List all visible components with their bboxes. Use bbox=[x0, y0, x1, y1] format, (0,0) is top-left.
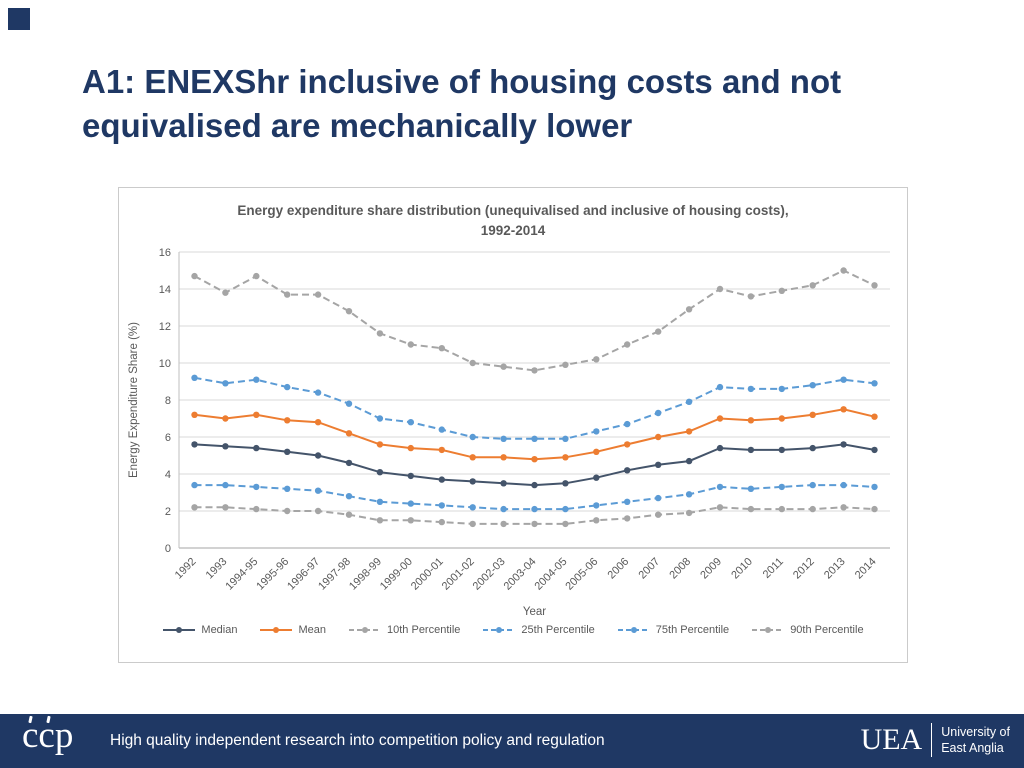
legend-marker bbox=[163, 626, 196, 633]
svg-text:2002-03: 2002-03 bbox=[471, 555, 508, 592]
slide-corner-accent bbox=[8, 8, 30, 30]
svg-text:2011: 2011 bbox=[761, 555, 786, 580]
svg-text:2006: 2006 bbox=[606, 555, 632, 581]
plot-svg: 0 2 4 6 8 10 12 14 16 1992 19931994-951995-961996-… bbox=[128, 247, 890, 618]
svg-text:1996-97: 1996-97 bbox=[285, 555, 322, 592]
legend-item: 75th Percentile bbox=[617, 624, 729, 636]
legend-label: 10th Percentile bbox=[387, 623, 461, 636]
svg-text:2001-02: 2001-02 bbox=[440, 555, 477, 592]
svg-text:1999-00: 1999-00 bbox=[378, 555, 415, 592]
svg-text:2012: 2012 bbox=[791, 555, 817, 581]
svg-text:10: 10 bbox=[159, 358, 171, 370]
slide-title: A1: ENEXShr inclusive of housing costs a… bbox=[82, 60, 962, 147]
legend-item: 90th Percentile bbox=[751, 623, 864, 636]
legend-marker bbox=[483, 626, 516, 633]
svg-text:Energy Expenditure Share (%): Energy Expenditure Share (%) bbox=[128, 321, 140, 477]
svg-text:2010: 2010 bbox=[729, 555, 755, 581]
legend-label: 90th Percentile bbox=[790, 623, 864, 636]
chart-title-line1: Energy expenditure share distribution (u… bbox=[237, 203, 789, 218]
svg-text:1992: 1992 bbox=[173, 555, 199, 581]
svg-text:2003-04: 2003-04 bbox=[502, 555, 539, 592]
svg-text:2: 2 bbox=[165, 506, 171, 518]
uea-logo: UEA University of East Anglia bbox=[861, 723, 1010, 757]
svg-text:2000-01: 2000-01 bbox=[409, 555, 446, 592]
slide-title-line1: A1: ENEXShr inclusive of housing costs a… bbox=[82, 63, 842, 100]
svg-text:2014: 2014 bbox=[853, 555, 879, 581]
legend-label: 25th Percentile bbox=[521, 623, 595, 636]
svg-text:16: 16 bbox=[159, 247, 171, 259]
svg-text:1997-98: 1997-98 bbox=[316, 555, 353, 592]
svg-text:1995-96: 1995-96 bbox=[254, 555, 291, 592]
svg-text:1993: 1993 bbox=[204, 555, 230, 581]
slide-title-line2: equivalised are mechanically lower bbox=[82, 106, 633, 144]
svg-text:14: 14 bbox=[159, 284, 171, 296]
svg-text:6: 6 bbox=[165, 432, 171, 444]
legend-item: 25th Percentile bbox=[482, 623, 595, 636]
legend-marker bbox=[349, 626, 382, 633]
svg-text:8: 8 bbox=[165, 395, 171, 407]
ccp-logo: ccp bbox=[22, 715, 73, 754]
svg-text:Year: Year bbox=[523, 606, 546, 618]
svg-text:2007: 2007 bbox=[636, 555, 662, 581]
svg-text:4: 4 bbox=[165, 469, 171, 481]
uea-name-line1: University of bbox=[941, 724, 1010, 739]
legend-item: 10th Percentile bbox=[348, 624, 460, 636]
chart-title-line2: 1992-2014 bbox=[480, 223, 546, 239]
legend-label: Mean bbox=[298, 623, 327, 636]
svg-text:0: 0 bbox=[165, 543, 171, 555]
legend-item: Median bbox=[162, 624, 237, 636]
legend-item: Mean bbox=[259, 624, 326, 636]
uea-abbr: UEA bbox=[860, 723, 923, 756]
chart-legend: Median Mean 10th Percentile 25th Percentile… bbox=[119, 624, 907, 636]
legend-marker bbox=[260, 626, 293, 633]
uea-divider bbox=[931, 723, 933, 757]
svg-text:2013: 2013 bbox=[822, 555, 848, 581]
svg-text:2008: 2008 bbox=[667, 555, 693, 581]
footer-tagline: High quality independent research into c… bbox=[110, 732, 605, 749]
chart-title: Energy expenditure share distribution (u… bbox=[119, 201, 907, 242]
chart: Energy expenditure share distribution (u… bbox=[118, 187, 908, 663]
legend-label: Median bbox=[201, 623, 238, 636]
uea-name: University of East Anglia bbox=[941, 724, 1010, 757]
svg-text:1994-95: 1994-95 bbox=[223, 555, 260, 592]
svg-text:2009: 2009 bbox=[698, 555, 724, 581]
legend-marker bbox=[617, 626, 650, 633]
svg-text:2004-05: 2004-05 bbox=[532, 555, 569, 592]
footer-bar: ccp High quality independent research in… bbox=[0, 714, 1024, 768]
legend-label: 75th Percentile bbox=[655, 623, 730, 636]
uea-name-line2: East Anglia bbox=[941, 741, 1004, 755]
svg-text:2005-06: 2005-06 bbox=[563, 555, 600, 592]
svg-text:1998-99: 1998-99 bbox=[347, 555, 384, 592]
svg-text:12: 12 bbox=[159, 321, 171, 333]
legend-marker bbox=[752, 626, 785, 633]
